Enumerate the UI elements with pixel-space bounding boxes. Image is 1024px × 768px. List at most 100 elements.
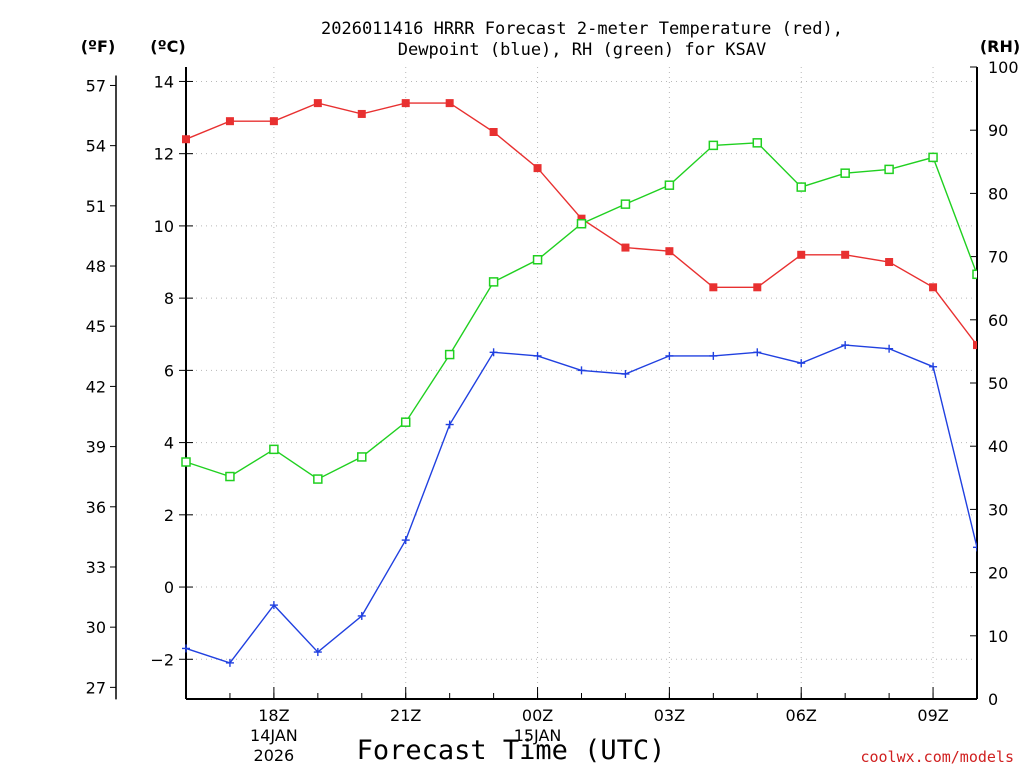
rh-tick-label: 30	[988, 500, 1008, 519]
celsius-tick-label: −2	[150, 650, 174, 669]
celsius-tick-label: 14	[154, 72, 174, 91]
relative-humidity-point	[269, 444, 279, 455]
temperature-point	[533, 164, 542, 173]
fahrenheit-tick-label: 27	[86, 678, 106, 697]
relative-humidity-point	[840, 168, 850, 178]
relative-humidity-point	[225, 471, 235, 482]
dewpoint-point	[973, 543, 977, 552]
relative-humidity-point	[884, 164, 894, 175]
relative-humidity-point	[752, 138, 763, 148]
temperature-point	[665, 247, 674, 256]
relative-humidity-point	[532, 255, 543, 265]
relative-humidity-point	[796, 182, 806, 192]
temperature-point	[709, 283, 718, 292]
relative-humidity-line	[185, 142, 977, 480]
dewpoint-point	[401, 536, 410, 545]
chart-title-line2: Dewpoint (blue), RH (green) for KSAV	[398, 40, 766, 60]
tick-labels: 575451484542393633302714121086420−210090…	[86, 58, 1019, 765]
dewpoint-point	[225, 658, 234, 667]
credit-link[interactable]: coolwx.com/models	[860, 748, 1014, 766]
temperature-point	[401, 99, 410, 108]
celsius-tick-label: 12	[154, 145, 174, 164]
temperature-point	[313, 99, 322, 108]
grid-lines	[186, 67, 977, 699]
relative-humidity-point	[620, 199, 631, 209]
relative-humidity-point	[576, 218, 587, 229]
relative-humidity-point	[488, 277, 499, 287]
dewpoint-point	[269, 601, 278, 610]
fahrenheit-tick-label: 57	[86, 76, 106, 95]
x-tick-label: 21Z	[390, 706, 421, 725]
temperature-point	[973, 341, 977, 350]
data-series	[181, 99, 977, 667]
dewpoint-point	[621, 369, 630, 378]
rh-tick-label: 70	[988, 248, 1008, 267]
celsius-unit-label: (ºC)	[150, 37, 185, 56]
celsius-tick-label: 6	[164, 361, 174, 380]
x-axis-title: Forecast Time (UTC)	[357, 735, 666, 766]
fahrenheit-unit-label: (ºF)	[81, 37, 116, 56]
dewpoint-point	[929, 362, 938, 371]
dewpoint-point	[797, 359, 806, 368]
relative-humidity-point	[444, 349, 455, 360]
relative-humidity-point	[400, 417, 411, 427]
fahrenheit-tick-label: 39	[86, 438, 106, 457]
x-tick-label: 06Z	[786, 706, 817, 725]
temperature-point	[621, 243, 630, 252]
x-tick-label: 03Z	[654, 706, 685, 725]
dewpoint-point	[357, 611, 366, 620]
celsius-tick-label: 8	[164, 289, 174, 308]
temperature-point	[929, 283, 938, 292]
dewpoint-point	[665, 351, 674, 360]
axes	[110, 66, 978, 700]
fahrenheit-tick-label: 33	[86, 558, 106, 577]
x-tick-date-label: 14JAN	[250, 726, 298, 745]
rh-tick-label: 80	[988, 184, 1008, 203]
fahrenheit-tick-label: 48	[86, 257, 106, 276]
x-tick-label: 09Z	[917, 706, 948, 725]
dewpoint-point	[533, 351, 542, 360]
celsius-tick-label: 10	[154, 217, 174, 236]
relative-humidity-point	[664, 180, 675, 190]
temperature-point	[797, 250, 806, 259]
dewpoint-point	[182, 644, 190, 653]
relative-humidity-point	[313, 474, 323, 484]
temperature-point	[841, 250, 850, 259]
chart-title-line1: 2026011416 HRRR Forecast 2-meter Tempera…	[321, 19, 843, 39]
celsius-tick-label: 0	[164, 578, 174, 597]
relative-humidity-point	[928, 152, 938, 163]
fahrenheit-tick-label: 36	[86, 498, 106, 517]
dewpoint-point	[577, 366, 586, 375]
dewpoint-point	[489, 348, 498, 357]
fahrenheit-tick-label: 45	[86, 317, 106, 336]
x-tick-year-label: 2026	[254, 746, 295, 765]
temperature-point	[753, 283, 762, 292]
dewpoint-point	[313, 648, 322, 657]
series-group	[181, 99, 977, 667]
fahrenheit-tick-label: 42	[86, 377, 106, 396]
dewpoint-point	[709, 351, 718, 360]
rh-tick-label: 0	[988, 690, 998, 709]
temperature-point	[445, 99, 454, 108]
dewpoint-point	[841, 341, 850, 350]
rh-tick-label: 100	[988, 58, 1019, 77]
fahrenheit-tick-label: 30	[86, 618, 106, 637]
relative-humidity-point	[708, 140, 719, 151]
rh-tick-label: 50	[988, 374, 1008, 393]
relative-humidity-point	[357, 452, 367, 462]
relative-humidity-point	[972, 269, 977, 280]
fahrenheit-tick-label: 51	[86, 197, 106, 216]
temperature-point	[885, 258, 894, 267]
temperature-point	[182, 135, 190, 144]
rh-tick-label: 60	[988, 311, 1008, 330]
relative-humidity-point	[181, 457, 191, 467]
rh-tick-label: 90	[988, 121, 1008, 140]
dewpoint-point	[753, 348, 762, 357]
fahrenheit-tick-label: 54	[86, 137, 106, 156]
temperature-point	[269, 117, 278, 126]
dewpoint-line	[185, 344, 977, 664]
dewpoint-point	[445, 420, 454, 429]
x-tick-label: 00Z	[522, 706, 553, 725]
rh-tick-label: 10	[988, 627, 1008, 646]
